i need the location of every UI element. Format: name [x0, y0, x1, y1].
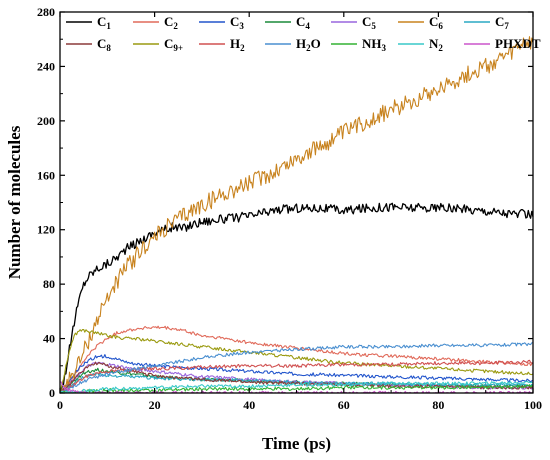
x-tick-label: 80 [432, 398, 444, 412]
series-line-c8 [59, 361, 534, 394]
series-line-c6 [59, 36, 534, 394]
axes: 0 20 40 60 80 100 0 40 80 120 160 200 240 280 [37, 5, 542, 412]
legend-entry-c8: C8 [66, 36, 111, 53]
legend-label: C5 [362, 14, 376, 31]
legend-label: N2 [429, 36, 443, 53]
legend-entry-nh3: NH3 [331, 36, 387, 53]
y-axis-label: Number of molecules [5, 125, 24, 279]
x-tick-label: 20 [149, 398, 161, 412]
legend-entry-c9plus: C9+ [133, 36, 183, 53]
y-tick-label: 280 [37, 5, 55, 19]
legend-entry-c3: C3 [199, 14, 244, 31]
legend-entry-h2o: H2O [265, 36, 321, 53]
series-layer [59, 36, 534, 394]
legend-label: C3 [230, 14, 244, 31]
legend-label: C6 [429, 14, 443, 31]
legend-entry-phxdt: PHXDT [464, 36, 541, 51]
legend-label: C1 [97, 14, 111, 31]
x-tick-label: 0 [57, 398, 63, 412]
y-tick-label: 240 [37, 59, 55, 73]
series-line-nh3 [59, 384, 534, 394]
x-tick-label: 40 [243, 398, 255, 412]
series-line-c9plus [59, 328, 534, 394]
y-tick-label: 120 [37, 223, 55, 237]
legend: C1 C2 C3 C4 C5 C6 C7 C8 C9+ H2 H2O NH3 N2 PHXDT [66, 14, 541, 53]
legend-entry-h2: H2 [199, 36, 245, 53]
x-tick-label: 100 [524, 398, 542, 412]
y-tick-label: 200 [37, 114, 55, 128]
legend-label: H2 [230, 36, 245, 53]
legend-entry-n2: N2 [398, 36, 443, 53]
legend-label: C2 [164, 14, 178, 31]
legend-label: C4 [296, 14, 310, 31]
legend-entry-c4: C4 [265, 14, 310, 31]
legend-entry-c7: C7 [464, 14, 509, 31]
legend-entry-c5: C5 [331, 14, 376, 31]
plot-frame [59, 11, 534, 394]
legend-entry-c6: C6 [398, 14, 443, 31]
legend-label: H2O [296, 36, 321, 53]
legend-entry-c1: C1 [66, 14, 111, 31]
legend-label: C9+ [164, 36, 183, 53]
x-tick-label: 60 [338, 398, 350, 412]
x-axis-label: Time (ps) [262, 434, 331, 453]
series-line-h2o [59, 342, 533, 394]
series-line-n2 [59, 380, 534, 394]
y-tick-label: 80 [43, 277, 55, 291]
legend-entry-c2: C2 [133, 14, 178, 31]
legend-label: PHXDT [495, 36, 541, 51]
y-tick-label: 160 [37, 168, 55, 182]
series-line-c3 [59, 354, 534, 394]
y-tick-label: 40 [43, 332, 55, 346]
legend-label: C7 [495, 14, 509, 31]
legend-label: C8 [97, 36, 111, 53]
y-tick-label: 0 [49, 386, 55, 400]
legend-label: NH3 [362, 36, 387, 53]
series-line-c1 [59, 202, 534, 394]
